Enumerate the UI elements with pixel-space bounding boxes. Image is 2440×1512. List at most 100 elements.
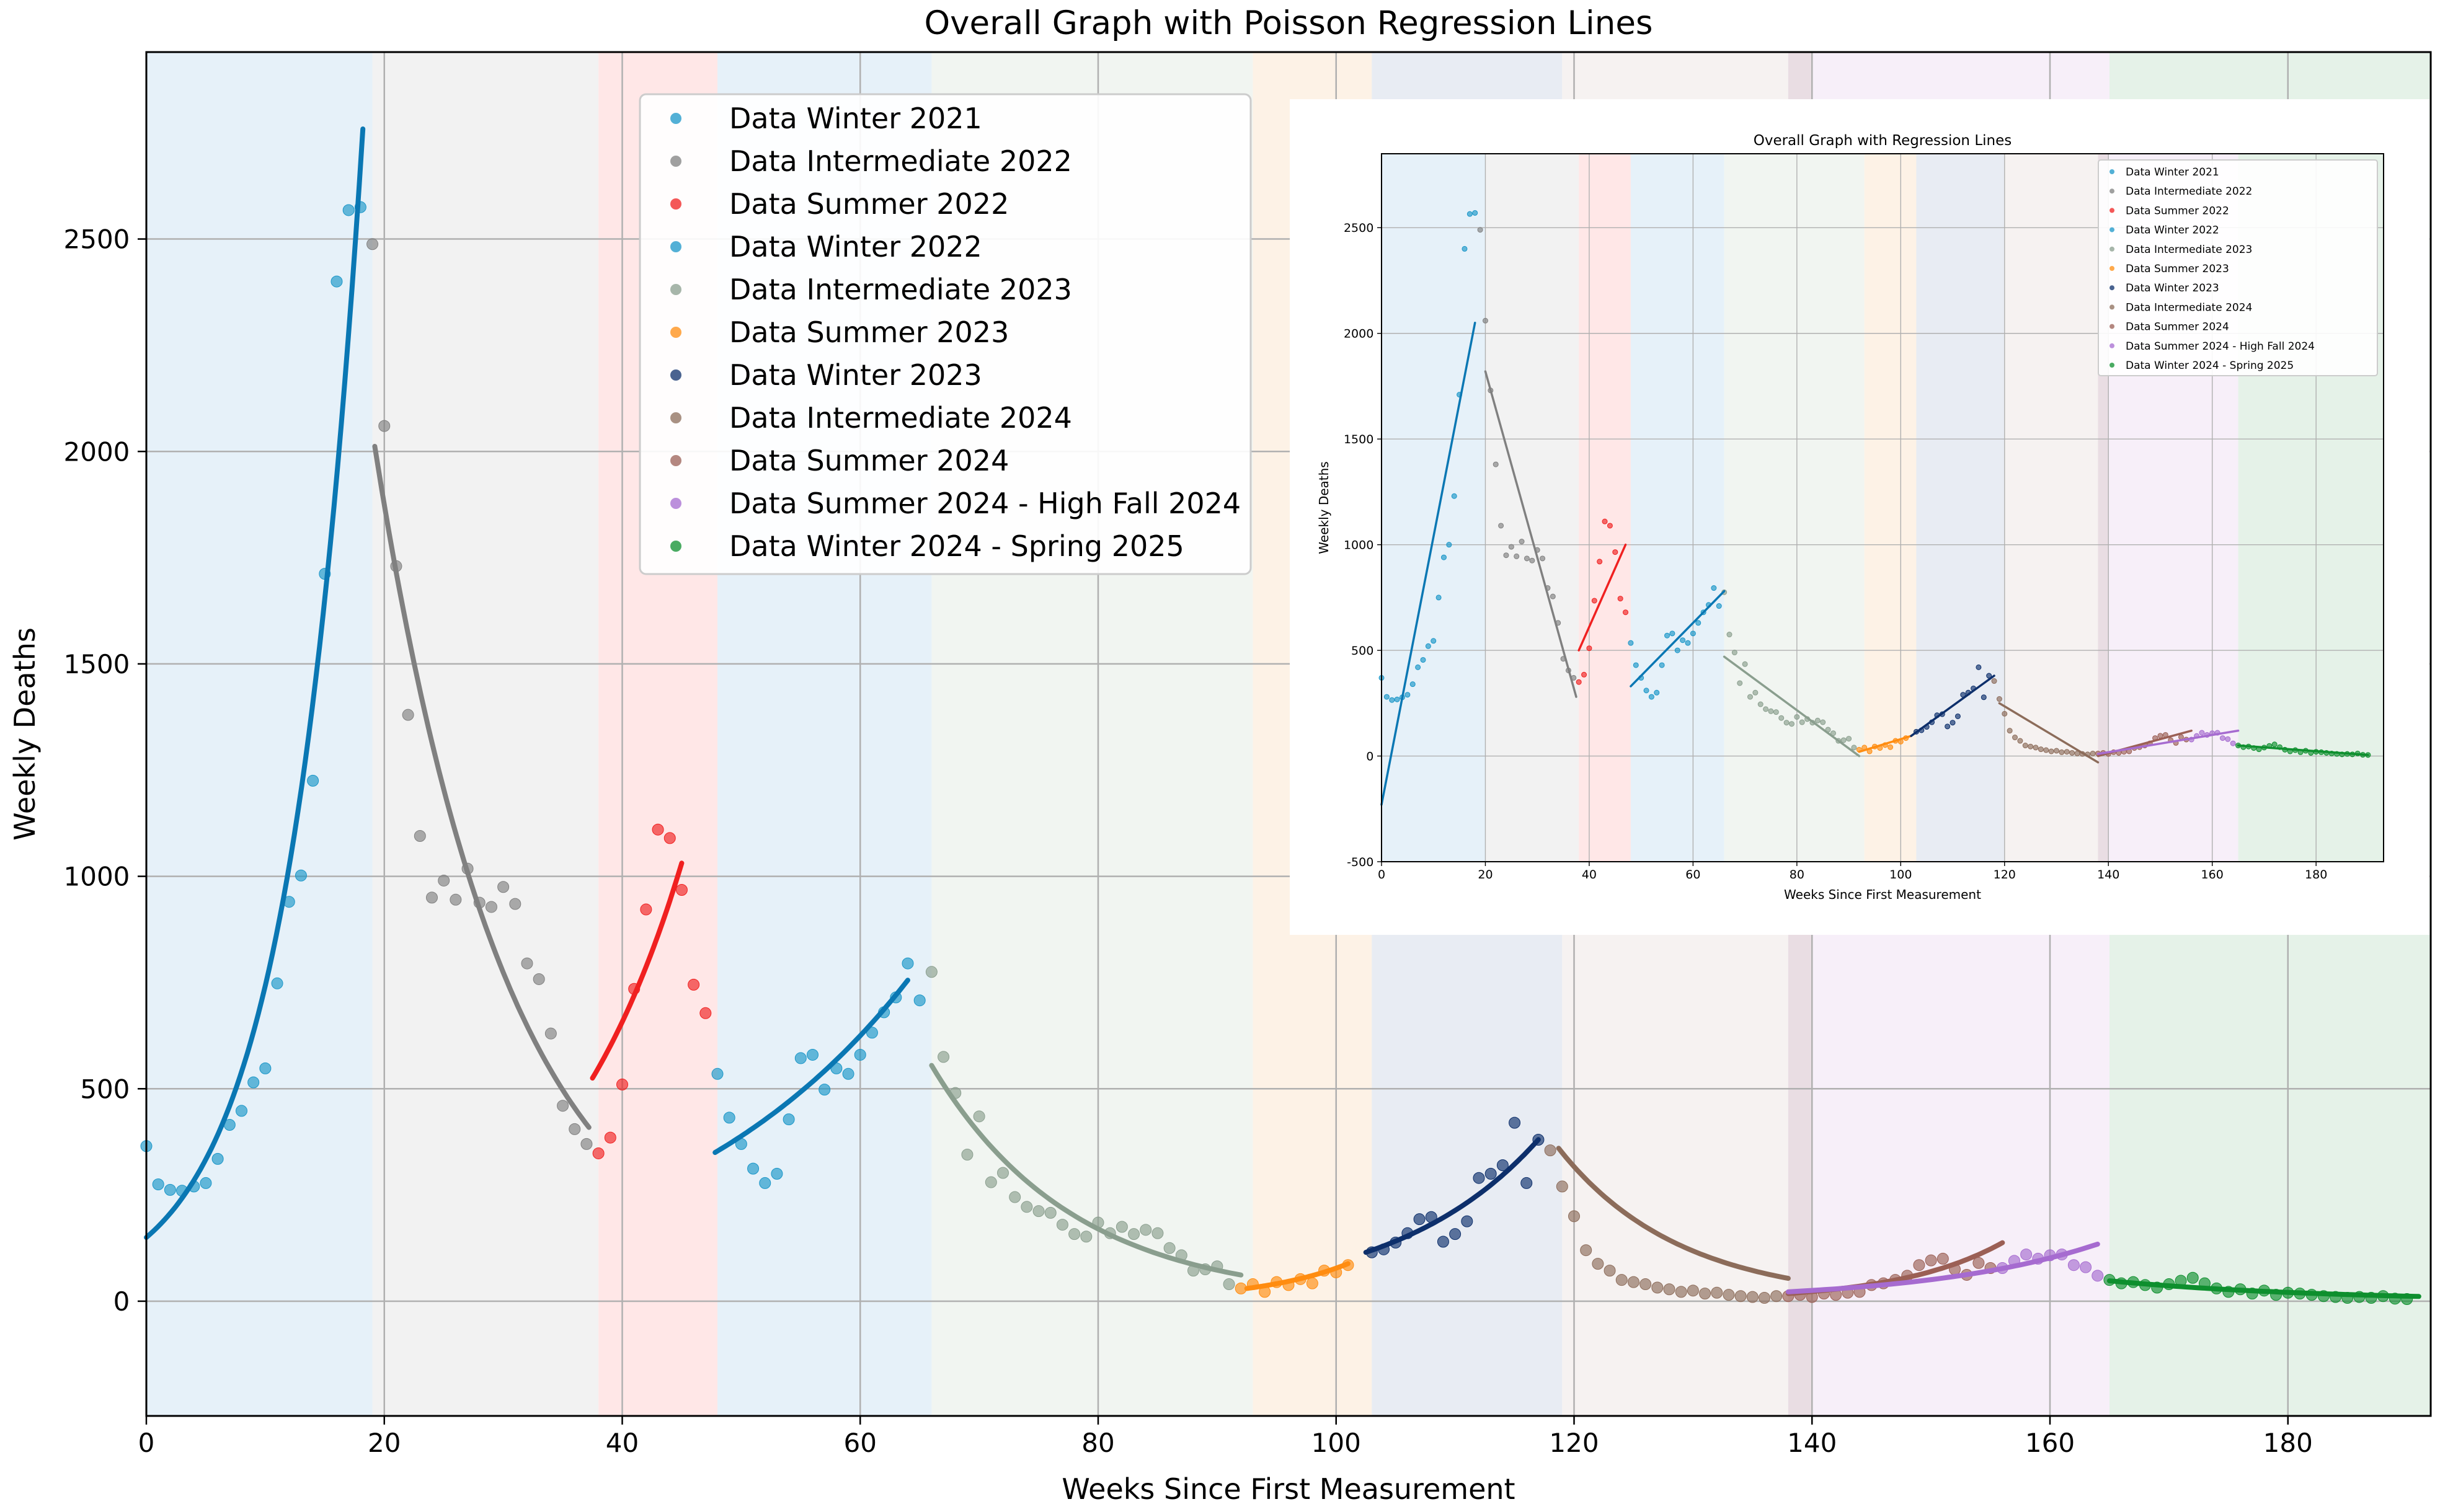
data-point (1976, 664, 1982, 670)
data-point (307, 774, 319, 787)
x-tick-label: 140 (1787, 1428, 1837, 1458)
data-point (2067, 1259, 2080, 1271)
data-point (1731, 650, 1737, 656)
data-point (1773, 709, 1779, 715)
data-point (1477, 227, 1483, 233)
legend-label: Data Intermediate 2022 (729, 144, 1072, 178)
data-point (1306, 1277, 1318, 1289)
x-tick-label: 60 (844, 1428, 877, 1458)
legend-label: Data Winter 2022 (2126, 224, 2219, 237)
data-point (1550, 593, 1556, 599)
shaded-period-2 (1485, 154, 1579, 862)
data-point (1163, 1242, 1176, 1254)
legend-marker (2109, 285, 2114, 291)
y-tick-label: 1500 (1344, 433, 1373, 446)
data-point (1529, 557, 1535, 564)
main-title: Overall Graph with Poisson Regression Li… (924, 4, 1653, 42)
data-point (557, 1100, 569, 1112)
data-point (2048, 748, 2054, 754)
data-point (1602, 518, 1608, 524)
data-point (1409, 681, 1416, 687)
data-point (1568, 1210, 1580, 1222)
main-legend-box (639, 93, 1252, 575)
regression-line-7 (1363, 1137, 1541, 1255)
data-point (152, 1178, 164, 1190)
data-point (819, 1084, 831, 1096)
regression-line-6 (1244, 1261, 1351, 1291)
data-point (1763, 706, 1769, 712)
data-point (1576, 679, 1582, 685)
data-point (1612, 549, 1618, 555)
data-point (1021, 1201, 1033, 1213)
data-point (1544, 1144, 1556, 1157)
data-point (1451, 493, 1457, 499)
data-point (533, 973, 545, 985)
x-tick-label: 20 (368, 1428, 401, 1458)
data-point (1524, 555, 1530, 562)
data-point (1540, 555, 1546, 562)
regression-line-8 (1556, 1146, 1791, 1281)
data-point (544, 1027, 557, 1040)
data-point (2178, 734, 2184, 740)
legend-label: Data Summer 2024 (2126, 321, 2229, 334)
data-point (247, 1076, 260, 1089)
legend-marker (670, 327, 681, 338)
main-legend-items: Data Winter 2021 Data Intermediate 2022 Da… (670, 102, 1241, 563)
legend-marker (670, 541, 681, 552)
shaded-period-6 (1864, 154, 1917, 862)
data-point (1607, 523, 1613, 529)
data-point (807, 1048, 819, 1061)
data-point (1009, 1191, 1021, 1203)
x-tick-label: 120 (1549, 1428, 1599, 1458)
data-point (902, 957, 914, 970)
data-point (1056, 1219, 1068, 1231)
regression-line-2 (1484, 370, 1577, 698)
data-point (794, 1052, 807, 1064)
data-point (1404, 692, 1411, 698)
data-point (1472, 210, 1478, 216)
data-point (1498, 523, 1504, 529)
data-point (1627, 1276, 1639, 1288)
main-tick-labels: 0 20 40 60 80 100 120 140 160 1800500100015002000… (64, 224, 2313, 1458)
x-tick-label: 40 (1582, 868, 1597, 882)
x-tick-label: 160 (2025, 1428, 2075, 1458)
data-point (973, 1110, 985, 1123)
main-y-axis-label: Weekly Deaths (8, 627, 42, 841)
data-point (236, 1105, 247, 1117)
x-tick-label: 100 (1311, 1428, 1361, 1458)
data-point (1597, 559, 1603, 565)
x-tick-label: 40 (606, 1428, 639, 1458)
data-point (913, 994, 926, 1007)
data-point (1449, 1228, 1462, 1240)
legend-marker (2109, 343, 2114, 348)
legend-marker (2109, 246, 2114, 252)
data-point (1648, 694, 1654, 700)
data-point (1913, 1259, 1925, 1271)
legend-label: Data Intermediate 2024 (729, 401, 1072, 435)
data-point (2038, 746, 2044, 753)
data-point (1734, 1290, 1747, 1302)
data-point (1496, 1159, 1509, 1172)
legend-marker (2109, 324, 2114, 329)
x-tick-label: 20 (1478, 868, 1493, 882)
data-point (771, 1167, 783, 1180)
data-point (616, 1078, 628, 1090)
data-point (1140, 1224, 1152, 1236)
x-tick-label: 140 (2097, 868, 2119, 882)
data-point (1425, 643, 1431, 649)
data-point (259, 1062, 272, 1074)
data-point (2012, 735, 2018, 741)
x-tick-label: 180 (2263, 1428, 2313, 1458)
data-point (652, 823, 664, 836)
x-tick-label: 160 (2201, 868, 2224, 882)
data-point (1420, 657, 1426, 663)
data-point (961, 1149, 974, 1161)
legend-label: Data Intermediate 2022 (2126, 185, 2252, 198)
y-tick-label: 500 (80, 1074, 130, 1104)
regression-line-4 (1630, 590, 1726, 687)
data-point (1778, 715, 1785, 721)
legend-label: Data Winter 2023 (729, 358, 982, 392)
data-point (1674, 647, 1680, 653)
y-tick-label: 1000 (1344, 538, 1373, 552)
